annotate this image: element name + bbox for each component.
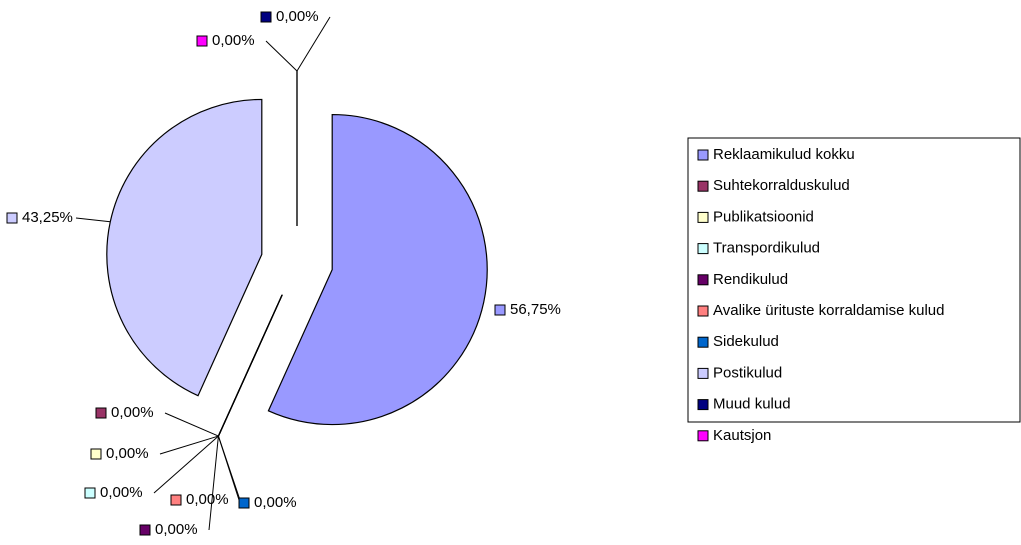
legend-swatch bbox=[697, 399, 709, 411]
data-label: 56,75% bbox=[510, 301, 561, 318]
label-swatch bbox=[494, 304, 506, 316]
label-swatch bbox=[90, 448, 102, 460]
legend-swatch bbox=[697, 211, 709, 223]
leader-line bbox=[217, 435, 241, 504]
legend-swatch bbox=[697, 180, 709, 192]
legend-label: Muud kulud bbox=[713, 396, 791, 413]
data-label: 0,00% bbox=[276, 8, 319, 25]
leader-line bbox=[265, 40, 298, 72]
leader-line bbox=[164, 412, 219, 437]
legend-swatch bbox=[697, 336, 709, 348]
legend-label: Suhtekorralduskulud bbox=[713, 177, 850, 194]
leader-line bbox=[296, 16, 331, 72]
data-label: 43,25% bbox=[22, 209, 73, 226]
data-label: 0,00% bbox=[254, 494, 297, 511]
pie-slice bbox=[267, 113, 488, 426]
leader-line bbox=[208, 436, 219, 531]
legend-label: Rendikulud bbox=[713, 271, 788, 288]
label-swatch bbox=[6, 212, 18, 224]
legend-label: Kautsjon bbox=[713, 427, 771, 444]
legend-label: Sidekulud bbox=[713, 333, 779, 350]
leader-line bbox=[153, 435, 219, 494]
legend-swatch bbox=[697, 243, 709, 255]
legend-label: Publikatsioonid bbox=[713, 208, 814, 225]
legend-label: Reklaamikulud kokku bbox=[713, 146, 855, 163]
leader-line bbox=[75, 217, 111, 223]
data-label: 0,00% bbox=[100, 484, 143, 501]
leader-line bbox=[159, 435, 219, 455]
label-swatch bbox=[95, 407, 107, 419]
label-swatch bbox=[238, 497, 250, 509]
label-swatch bbox=[139, 524, 151, 536]
pie-slice bbox=[106, 98, 263, 397]
data-label: 0,00% bbox=[106, 445, 149, 462]
label-swatch bbox=[260, 11, 272, 23]
legend-swatch bbox=[697, 149, 709, 161]
label-swatch bbox=[84, 487, 96, 499]
legend-box bbox=[687, 137, 1021, 423]
legend-swatch bbox=[697, 430, 709, 442]
legend-label: Avalike ürituste korraldamise kulud bbox=[713, 302, 945, 319]
data-label: 0,00% bbox=[212, 32, 255, 49]
legend-swatch bbox=[697, 305, 709, 317]
data-label: 0,00% bbox=[186, 491, 229, 508]
legend-swatch bbox=[697, 274, 709, 286]
data-label: 0,00% bbox=[155, 521, 198, 538]
data-label: 0,00% bbox=[111, 404, 154, 421]
legend-label: Postikulud bbox=[713, 364, 782, 381]
legend-swatch bbox=[697, 367, 709, 379]
legend-label: Transpordikulud bbox=[713, 240, 820, 257]
label-swatch bbox=[196, 35, 208, 47]
label-swatch bbox=[170, 494, 182, 506]
